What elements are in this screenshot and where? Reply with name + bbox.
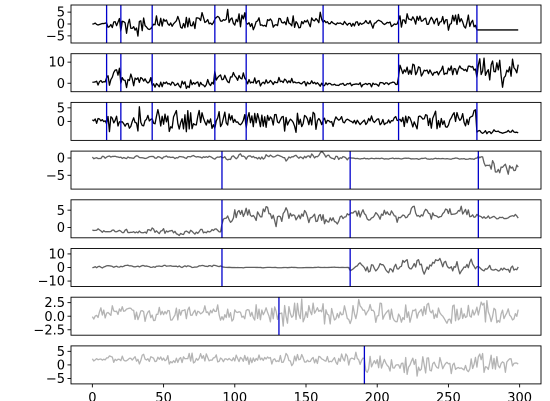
x-tick-label: 150 — [294, 391, 319, 401]
y-tick-label: 0 — [57, 18, 65, 33]
y-tick-label: 5 — [57, 6, 65, 21]
y-tick-label: 0 — [57, 359, 65, 374]
panel-3: 50 — [57, 101, 542, 141]
panel-5: 50 — [57, 199, 542, 239]
y-tick-label: 0 — [57, 152, 65, 167]
y-tick-label: 0 — [57, 77, 65, 92]
y-tick-label: −2.5 — [33, 323, 65, 338]
series-line — [91, 351, 519, 377]
x-tick-label: 250 — [436, 391, 461, 401]
panel-8: 50−5 — [46, 345, 542, 387]
panel-1: 50−5 — [46, 4, 542, 44]
x-tick-label: 50 — [155, 391, 172, 401]
series-line — [92, 257, 519, 275]
panel-frame — [70, 53, 542, 93]
y-tick-label: 2.5 — [44, 296, 65, 311]
x-tick-label: 200 — [365, 391, 390, 401]
y-tick-label: 0.0 — [44, 310, 65, 325]
panel-frame — [70, 199, 542, 239]
series-line — [92, 205, 519, 237]
panel-frame — [70, 150, 542, 190]
panel-7: 2.50.0−2.5 — [33, 296, 542, 338]
panel-frame — [70, 101, 542, 141]
series-line — [92, 8, 519, 37]
y-tick-label: 10 — [48, 56, 65, 71]
y-tick-label: −10 — [38, 275, 65, 290]
series-line — [92, 106, 519, 135]
x-axis: 0 50 100 150 200 250 300 — [88, 383, 532, 401]
series-line — [92, 57, 519, 90]
y-tick-label: 0 — [57, 221, 65, 236]
series-line — [91, 150, 519, 175]
x-tick-label: 300 — [507, 391, 532, 401]
y-tick-label: −5 — [46, 29, 65, 44]
y-tick-label: −5 — [46, 169, 65, 184]
y-tick-label: 5 — [57, 345, 65, 360]
panel-2: 100 — [48, 53, 542, 93]
y-tick-label: 10 — [48, 248, 65, 263]
x-tick-label: 100 — [222, 391, 247, 401]
panel-6: 100−10 — [38, 248, 542, 290]
y-tick-label: −5 — [46, 372, 65, 387]
y-tick-label: 0 — [57, 261, 65, 276]
panel-4: 0−5 — [46, 150, 542, 190]
y-tick-label: 0 — [57, 115, 65, 130]
y-tick-label: 5 — [57, 204, 65, 219]
y-tick-label: 5 — [57, 101, 65, 116]
x-tick-label: 0 — [88, 391, 96, 401]
series-line — [91, 298, 519, 327]
